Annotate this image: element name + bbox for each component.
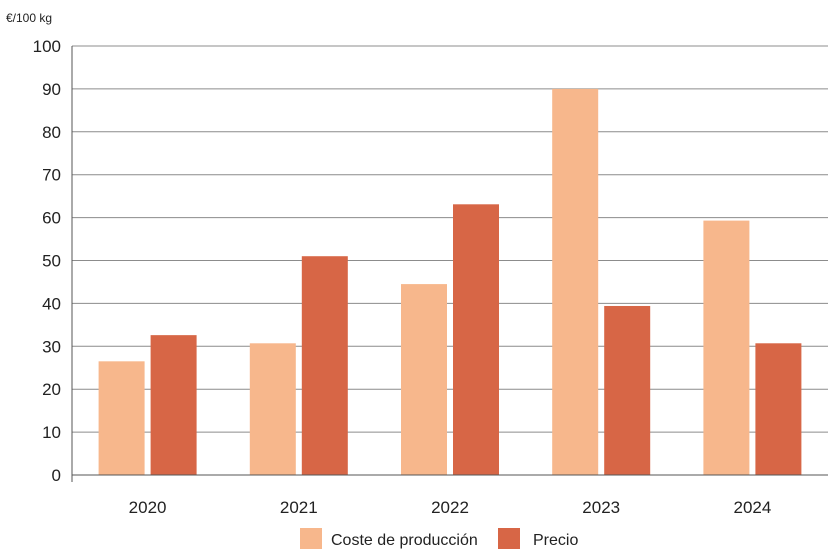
y-tick-label-50: 50: [42, 252, 61, 271]
y-axis-unit-label: €/100 kg: [6, 11, 52, 25]
y-tick-label-0: 0: [52, 466, 61, 485]
x-tick-label-2020: 2020: [129, 498, 167, 517]
x-tick-label-2024: 2024: [733, 498, 771, 517]
bar-coste-2022: [401, 284, 447, 475]
bar-coste-2020: [98, 361, 145, 475]
x-tick-label-2021: 2021: [280, 498, 318, 517]
y-tick-label-20: 20: [42, 380, 61, 399]
legend-swatch-precio: [498, 528, 520, 549]
legend-swatch-coste-de-produccion: [300, 528, 322, 549]
bar-precio-2024: [755, 343, 802, 475]
bars: [98, 88, 802, 476]
y-tick-label-90: 90: [42, 80, 61, 99]
bar-coste-2024: [703, 220, 750, 475]
y-tick-label-10: 10: [42, 423, 61, 442]
y-tick-label-60: 60: [42, 209, 61, 228]
x-axis-tick-labels: 2020 2021 2022 2023 2024: [129, 498, 772, 517]
axes: [71, 46, 828, 482]
x-tick-label-2023: 2023: [582, 498, 620, 517]
y-tick-label-100: 100: [33, 37, 61, 56]
y-tick-label-80: 80: [42, 123, 61, 142]
y-tick-label-40: 40: [42, 294, 61, 313]
legend-label-precio: Precio: [533, 532, 578, 549]
y-axis-tick-labels: 0 10 20 30 40 50 60 70 80 90 100: [33, 37, 61, 485]
y-tick-label-30: 30: [42, 337, 61, 356]
x-tick-label-2022: 2022: [431, 498, 469, 517]
bar-coste-2023: [552, 88, 599, 476]
legend-label-coste-de-produccion: Coste de producción: [331, 532, 478, 549]
legend: Coste de producción Precio: [300, 528, 578, 549]
y-tick-label-70: 70: [42, 166, 61, 185]
bar-precio-2021: [301, 256, 348, 475]
bar-precio-2020: [150, 335, 197, 475]
gridlines: [72, 45, 828, 433]
bar-precio-2022: [453, 204, 499, 475]
bar-coste-2021: [249, 343, 296, 475]
bar-precio-2023: [604, 305, 651, 475]
